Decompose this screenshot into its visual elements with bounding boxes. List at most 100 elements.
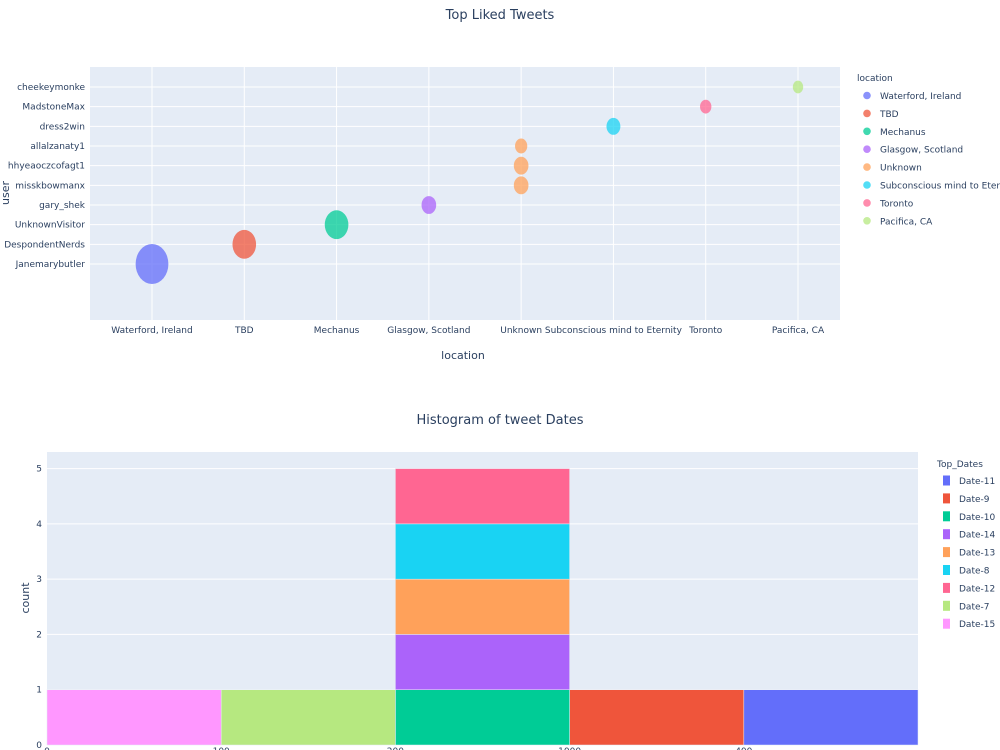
scatter-legend-marker bbox=[863, 199, 871, 207]
histogram-bar bbox=[46, 689, 222, 746]
histogram-chart: Histogram of tweet Dates 0 1 2 3 4 5 0 100 200 1… bbox=[19, 413, 995, 750]
scatter-legend-marker bbox=[863, 181, 871, 189]
histogram-x-tick-label: 100 bbox=[213, 747, 230, 750]
histogram-legend-label: Date-10 bbox=[959, 513, 995, 523]
histogram-bar bbox=[220, 689, 396, 746]
scatter-legend-label: Toronto bbox=[879, 199, 914, 209]
histogram-legend-label: Date-15 bbox=[959, 620, 995, 630]
histogram-legend-label: Date-12 bbox=[959, 584, 995, 594]
scatter-plot-area bbox=[90, 67, 840, 320]
histogram-legend-swatch bbox=[943, 475, 950, 486]
histogram-y-tick-label: 0 bbox=[36, 741, 42, 750]
histogram-y-tick-label: 5 bbox=[36, 465, 42, 475]
scatter-y-tick-label: allalzanaty1 bbox=[30, 142, 85, 152]
scatter-chart: Top Liked Tweets Waterford, Ireland TBD Me… bbox=[0, 8, 1000, 362]
histogram-legend: Top_Dates Date-11 Date-9 Date-10 Date-14 Dat… bbox=[936, 460, 995, 630]
scatter-y-tick-label: dress2win bbox=[40, 122, 85, 132]
scatter-legend: location Waterford, Ireland TBD Mechanus Gl… bbox=[857, 74, 1000, 227]
scatter-legend-label: Pacifica, CA bbox=[880, 217, 933, 227]
histogram-legend-swatch bbox=[943, 511, 950, 522]
scatter-x-tick-label: Unknown bbox=[500, 326, 542, 336]
histogram-legend-swatch bbox=[943, 529, 950, 540]
scatter-y-tick-label: cheekeymonke bbox=[17, 83, 85, 93]
histogram-bar bbox=[743, 689, 919, 746]
scatter-y-tick-label: MadstoneMax bbox=[22, 103, 85, 113]
histogram-x-tick-label: 0 bbox=[44, 747, 50, 750]
scatter-legend-marker bbox=[863, 109, 871, 118]
scatter-x-tick-label: Subconscious mind to Eternity bbox=[545, 326, 683, 336]
scatter-legend-label: Unknown bbox=[880, 164, 922, 174]
histogram-legend-swatch bbox=[943, 565, 950, 575]
histogram-legend-swatch bbox=[943, 547, 950, 558]
histogram-bar bbox=[395, 634, 570, 690]
scatter-y-ticks: Janemarybutler DespondentNerds UnknownVisi… bbox=[4, 83, 86, 270]
histogram-y-tick-label: 4 bbox=[36, 520, 42, 530]
scatter-legend-label: Waterford, Ireland bbox=[880, 92, 961, 102]
scatter-x-tick-label: Glasgow, Scotland bbox=[387, 326, 470, 336]
histogram-legend-label: Date-8 bbox=[959, 567, 990, 577]
histogram-legend-swatch bbox=[943, 493, 950, 504]
scatter-x-tick-label: Waterford, Ireland bbox=[111, 326, 192, 336]
scatter-x-tick-label: Mechanus bbox=[314, 326, 360, 336]
histogram-y-axis-title: count bbox=[19, 582, 32, 614]
scatter-point bbox=[232, 229, 257, 259]
histogram-bars bbox=[46, 468, 919, 746]
scatter-y-tick-label: gary_shek bbox=[39, 201, 86, 211]
histogram-bar bbox=[395, 468, 570, 525]
scatter-legend-marker bbox=[863, 217, 871, 225]
histogram-legend-label: Date-11 bbox=[959, 477, 995, 487]
histogram-bar bbox=[569, 689, 745, 746]
histogram-x-tick-label: 1000 bbox=[558, 747, 581, 750]
scatter-x-tick-label: TBD bbox=[234, 326, 254, 336]
histogram-legend-title: Top_Dates bbox=[936, 460, 983, 470]
scatter-point bbox=[606, 117, 621, 135]
scatter-point bbox=[421, 196, 437, 214]
histogram-legend-label: Date-7 bbox=[959, 602, 990, 612]
scatter-y-axis-title: user bbox=[0, 181, 12, 205]
histogram-bar bbox=[395, 523, 570, 580]
histogram-x-tick-label: 400 bbox=[735, 747, 752, 750]
histogram-legend-label: Date-13 bbox=[959, 549, 995, 559]
scatter-legend-label: Glasgow, Scotland bbox=[880, 146, 963, 156]
scatter-legend-title: location bbox=[857, 74, 893, 84]
scatter-y-tick-label: hhyeaoczcofagt1 bbox=[8, 162, 85, 172]
histogram-legend-label: Date-14 bbox=[959, 531, 995, 541]
scatter-gridlines bbox=[90, 67, 840, 320]
scatter-x-tick-label: Toronto bbox=[688, 326, 723, 336]
scatter-point bbox=[700, 99, 712, 114]
scatter-legend-marker bbox=[863, 145, 871, 153]
histogram-title: Histogram of tweet Dates bbox=[416, 413, 583, 428]
histogram-y-ticks: 0 1 2 3 4 5 bbox=[36, 465, 42, 750]
scatter-point bbox=[135, 244, 169, 284]
scatter-title: Top Liked Tweets bbox=[445, 8, 555, 23]
scatter-point bbox=[515, 138, 528, 154]
scatter-y-tick-label: misskbowmanx bbox=[15, 181, 85, 191]
scatter-legend-label: Mechanus bbox=[880, 128, 926, 138]
histogram-x-tick-label: 200 bbox=[387, 747, 404, 750]
scatter-legend-label: TBD bbox=[879, 110, 899, 120]
scatter-point bbox=[324, 210, 349, 240]
scatter-y-tick-label: UnknownVisitor bbox=[15, 221, 85, 231]
histogram-y-tick-label: 3 bbox=[36, 575, 42, 585]
scatter-legend-label: Subconscious mind to Eternity bbox=[880, 182, 1000, 192]
scatter-legend-marker bbox=[863, 91, 871, 100]
histogram-x-ticks: 0 100 200 1000 400 bbox=[44, 747, 753, 750]
scatter-points bbox=[135, 80, 804, 284]
histogram-legend-swatch bbox=[943, 600, 950, 611]
scatter-point bbox=[792, 80, 804, 94]
histogram-bar bbox=[395, 689, 570, 746]
scatter-y-tick-label: Janemarybutler bbox=[15, 260, 86, 270]
scatter-legend-marker bbox=[863, 163, 871, 171]
scatter-x-tick-label: Pacifica, CA bbox=[772, 326, 825, 336]
scatter-x-ticks: Waterford, Ireland TBD Mechanus Glasgow, Sc… bbox=[111, 326, 825, 336]
scatter-point bbox=[513, 176, 529, 195]
histogram-legend-swatch bbox=[943, 618, 950, 629]
histogram-legend-label: Date-9 bbox=[959, 495, 990, 505]
scatter-point bbox=[513, 156, 529, 175]
histogram-y-tick-label: 2 bbox=[36, 630, 42, 640]
histogram-bar bbox=[395, 578, 570, 635]
scatter-y-tick-label: DespondentNerds bbox=[4, 240, 85, 250]
scatter-legend-marker bbox=[863, 127, 871, 136]
scatter-x-axis-title: location bbox=[441, 349, 485, 362]
